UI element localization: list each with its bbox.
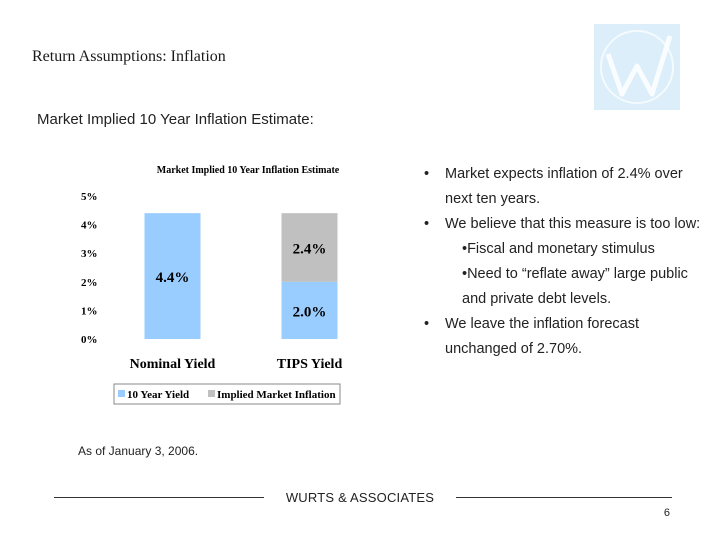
bullet-item: We leave the inflation forecast unchange…	[422, 312, 712, 362]
chart-subtitle: Market Implied 10 Year Inflation Estimat…	[37, 111, 314, 128]
y-tick-label: 0%	[81, 334, 98, 346]
legend-label: Implied Market Inflation	[217, 389, 336, 401]
bar-yield	[281, 281, 338, 339]
x-category-label: TIPS Yield	[277, 357, 343, 372]
y-tick-label: 3%	[81, 248, 98, 260]
as-of-date: As of January 3, 2006.	[78, 444, 199, 458]
logo-w-icon	[600, 30, 674, 104]
footer-rule-right	[456, 497, 672, 498]
legend-swatch	[208, 390, 215, 397]
data-label: 2.4%	[293, 241, 327, 257]
bullet-list: Market expects inflation of 2.4% over ne…	[422, 162, 712, 362]
chart-legend	[113, 383, 341, 405]
y-tick-label: 5%	[81, 191, 98, 203]
bullet-item: Market expects inflation of 2.4% over ne…	[422, 162, 712, 212]
y-tick-label: 4%	[81, 220, 98, 232]
chart-title: Market Implied 10 Year Inflation Estimat…	[157, 165, 340, 176]
y-tick-label: 1%	[81, 305, 98, 317]
legend-label: 10 Year Yield	[127, 389, 189, 401]
bullet-item: We believe that this measure is too low:	[422, 212, 712, 237]
y-tick-label: 2%	[81, 277, 98, 289]
slide-title: Return Assumptions: Inflation	[32, 48, 226, 65]
legend-swatch	[118, 390, 125, 397]
bullet-item: •Fiscal and monetary stimulus	[462, 241, 655, 257]
bar-inflation	[281, 213, 338, 282]
company-logo	[594, 24, 680, 110]
data-label: 4.4%	[156, 270, 190, 286]
footer-rule-left	[54, 497, 264, 498]
inflation-chart-svg: Market Implied 10 Year Inflation Estimat…	[81, 165, 343, 405]
footer-company: WURTS & ASSOCIATES	[285, 490, 435, 505]
bullet-item: •Need to “reflate away” large public and…	[462, 266, 688, 307]
inflation-chart: Market Implied 10 Year Inflation Estimat…	[76, 155, 388, 407]
page-number: 6	[663, 507, 670, 519]
data-label: 2.0%	[293, 304, 327, 320]
x-category-label: Nominal Yield	[130, 357, 216, 372]
bar-yield	[144, 213, 201, 339]
